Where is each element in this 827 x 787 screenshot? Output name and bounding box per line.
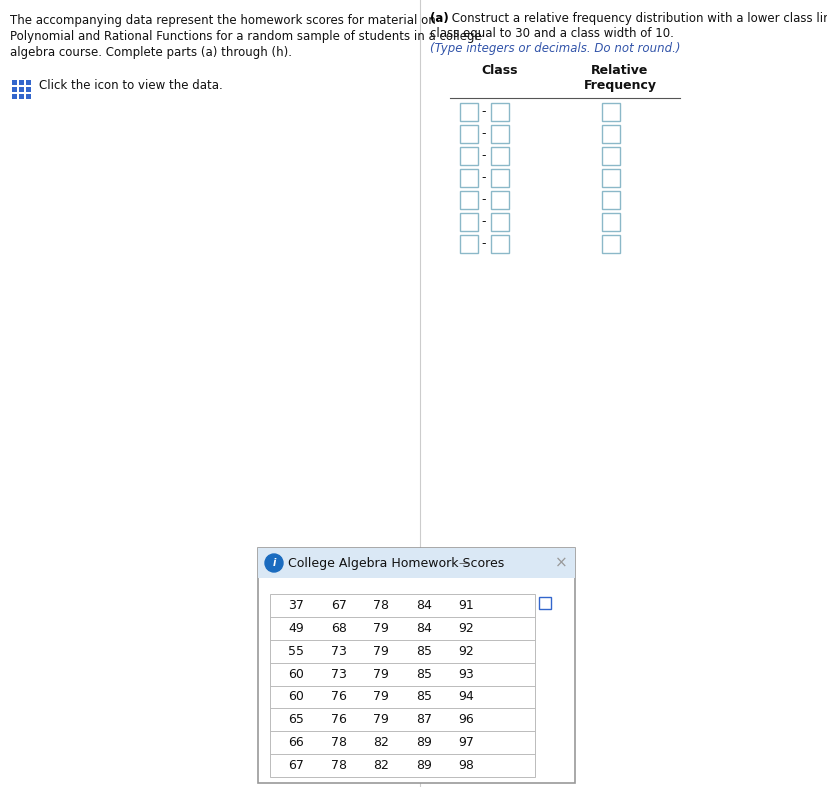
Bar bbox=[490, 147, 509, 165]
Text: (a): (a) bbox=[429, 12, 448, 25]
Text: -: - bbox=[481, 105, 485, 119]
Text: -: - bbox=[481, 172, 485, 184]
Bar bbox=[258, 548, 574, 578]
Text: 73: 73 bbox=[331, 645, 347, 658]
Text: Polynomial and Rational Functions for a random sample of students in a college: Polynomial and Rational Functions for a … bbox=[10, 30, 481, 43]
Text: 60: 60 bbox=[289, 667, 304, 681]
Bar bbox=[12, 94, 17, 99]
Text: 49: 49 bbox=[289, 622, 304, 635]
Bar bbox=[601, 125, 619, 143]
Bar bbox=[460, 191, 477, 209]
Text: 89: 89 bbox=[415, 736, 431, 749]
Text: Frequency: Frequency bbox=[583, 79, 656, 92]
Text: 67: 67 bbox=[331, 599, 347, 612]
Text: 97: 97 bbox=[457, 736, 474, 749]
Text: Click the icon to view the data.: Click the icon to view the data. bbox=[39, 79, 222, 92]
Bar bbox=[19, 94, 24, 99]
Bar bbox=[538, 597, 550, 609]
Text: 79: 79 bbox=[373, 622, 389, 635]
Bar bbox=[26, 94, 31, 99]
Text: 96: 96 bbox=[457, 713, 473, 726]
Bar bbox=[601, 169, 619, 187]
Bar bbox=[490, 169, 509, 187]
Bar bbox=[490, 213, 509, 231]
Text: 92: 92 bbox=[457, 645, 473, 658]
Text: 85: 85 bbox=[415, 690, 431, 704]
Text: 92: 92 bbox=[457, 622, 473, 635]
Text: (Type integers or decimals. Do not round.): (Type integers or decimals. Do not round… bbox=[429, 42, 680, 55]
Text: Class: Class bbox=[481, 64, 518, 77]
Text: 79: 79 bbox=[373, 713, 389, 726]
Bar bbox=[460, 103, 477, 121]
Text: algebra course. Complete parts (a) through (h).: algebra course. Complete parts (a) throu… bbox=[10, 46, 292, 59]
Text: -: - bbox=[481, 150, 485, 162]
Bar bbox=[270, 594, 534, 777]
Text: 85: 85 bbox=[415, 667, 431, 681]
Bar bbox=[601, 103, 619, 121]
Bar bbox=[460, 125, 477, 143]
Text: 84: 84 bbox=[415, 622, 431, 635]
Bar bbox=[601, 235, 619, 253]
Text: College Algebra Homework Scores: College Algebra Homework Scores bbox=[288, 556, 504, 570]
Text: 93: 93 bbox=[457, 667, 473, 681]
Text: 79: 79 bbox=[373, 690, 389, 704]
Bar bbox=[12, 87, 17, 92]
Text: class equal to 30 and a class width of 10.: class equal to 30 and a class width of 1… bbox=[429, 27, 673, 40]
Text: 55: 55 bbox=[288, 645, 304, 658]
Bar bbox=[19, 80, 24, 85]
Text: 82: 82 bbox=[373, 736, 389, 749]
Bar bbox=[26, 87, 31, 92]
Bar bbox=[460, 213, 477, 231]
Bar bbox=[460, 169, 477, 187]
Bar bbox=[258, 548, 574, 783]
Text: Construct a relative frequency distribution with a lower class limit of the firs: Construct a relative frequency distribut… bbox=[447, 12, 827, 25]
Text: 67: 67 bbox=[289, 759, 304, 772]
Bar bbox=[601, 191, 619, 209]
Text: 78: 78 bbox=[331, 736, 347, 749]
Text: 94: 94 bbox=[457, 690, 473, 704]
Bar bbox=[601, 213, 619, 231]
Text: 79: 79 bbox=[373, 645, 389, 658]
Text: 84: 84 bbox=[415, 599, 431, 612]
Text: Relative: Relative bbox=[590, 64, 648, 77]
Bar bbox=[490, 103, 509, 121]
Bar bbox=[12, 80, 17, 85]
Bar bbox=[490, 235, 509, 253]
Text: -: - bbox=[481, 238, 485, 250]
Bar bbox=[490, 191, 509, 209]
Text: 78: 78 bbox=[331, 759, 347, 772]
Text: ×: × bbox=[554, 556, 566, 571]
Text: 68: 68 bbox=[331, 622, 347, 635]
Bar bbox=[601, 147, 619, 165]
Text: 76: 76 bbox=[331, 690, 347, 704]
Text: 73: 73 bbox=[331, 667, 347, 681]
Text: -: - bbox=[481, 216, 485, 228]
Text: 78: 78 bbox=[373, 599, 389, 612]
Text: 79: 79 bbox=[373, 667, 389, 681]
Bar bbox=[26, 80, 31, 85]
Text: 76: 76 bbox=[331, 713, 347, 726]
Text: 89: 89 bbox=[415, 759, 431, 772]
Bar bbox=[460, 235, 477, 253]
Text: -: - bbox=[481, 194, 485, 206]
Text: 37: 37 bbox=[289, 599, 304, 612]
Text: 82: 82 bbox=[373, 759, 389, 772]
Circle shape bbox=[265, 554, 283, 572]
Text: 87: 87 bbox=[415, 713, 431, 726]
Text: 91: 91 bbox=[457, 599, 473, 612]
Bar bbox=[460, 147, 477, 165]
Text: The accompanying data represent the homework scores for material on: The accompanying data represent the home… bbox=[10, 14, 435, 27]
Text: -: - bbox=[481, 127, 485, 141]
Text: 85: 85 bbox=[415, 645, 431, 658]
Text: —: — bbox=[457, 558, 469, 568]
Text: 98: 98 bbox=[457, 759, 474, 772]
Bar bbox=[19, 87, 24, 92]
Text: 60: 60 bbox=[289, 690, 304, 704]
Bar bbox=[490, 125, 509, 143]
Text: 65: 65 bbox=[289, 713, 304, 726]
Text: i: i bbox=[272, 558, 275, 568]
Text: 66: 66 bbox=[289, 736, 304, 749]
